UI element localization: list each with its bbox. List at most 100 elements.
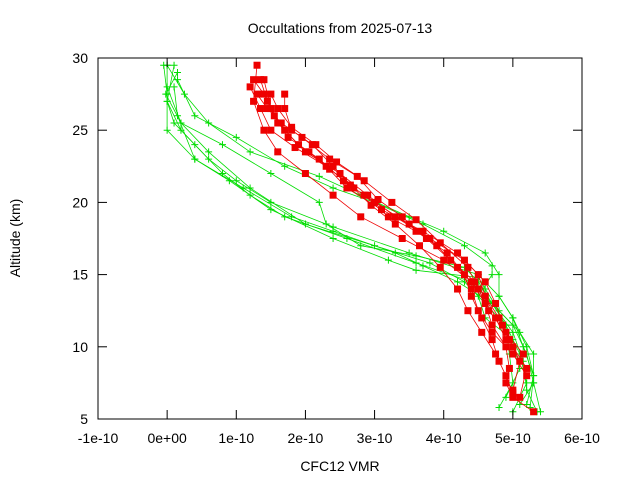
- data-point: [505, 364, 513, 372]
- data-point: [412, 216, 420, 224]
- series-line: [263, 79, 528, 398]
- data-point: [225, 177, 233, 185]
- series-line: [165, 72, 528, 412]
- plot-frame: [97, 57, 583, 420]
- y-axis-label: Altitude (km): [7, 199, 23, 278]
- data-point: [246, 148, 254, 156]
- data-point: [360, 191, 368, 199]
- data-point: [163, 83, 171, 91]
- data-point: [298, 133, 306, 141]
- data-point: [284, 133, 292, 141]
- data-point: [509, 393, 517, 401]
- data-point: [339, 177, 347, 185]
- data-point: [478, 314, 486, 322]
- data-point: [384, 213, 392, 221]
- x-tick-label: 5e-10: [495, 430, 531, 446]
- data-point: [516, 357, 524, 365]
- data-point: [170, 119, 178, 127]
- data-point: [447, 256, 455, 264]
- data-point: [467, 285, 475, 293]
- data-point: [454, 263, 462, 271]
- series-green: [162, 68, 531, 416]
- data-point: [301, 170, 309, 178]
- data-point: [523, 379, 531, 387]
- data-point: [274, 105, 282, 113]
- data-point: [353, 172, 361, 180]
- data-point: [305, 148, 313, 156]
- x-tick-label: 6e-10: [564, 430, 600, 446]
- data-point: [502, 379, 510, 387]
- data-point: [495, 271, 503, 279]
- data-point: [277, 119, 285, 127]
- data-point: [502, 336, 510, 344]
- data-point: [523, 364, 531, 372]
- data-point: [267, 170, 275, 178]
- data-point: [180, 90, 188, 98]
- data-point: [322, 220, 330, 228]
- data-point: [492, 314, 500, 322]
- data-point: [191, 112, 199, 120]
- series-red: [281, 90, 531, 380]
- data-point: [288, 123, 296, 131]
- data-point: [267, 206, 275, 214]
- x-tick-label: 2e-10: [288, 430, 324, 446]
- data-point: [460, 242, 468, 250]
- data-point: [454, 278, 462, 286]
- data-point: [454, 285, 462, 293]
- data-point: [267, 90, 275, 98]
- data-point: [471, 278, 479, 286]
- data-point: [530, 350, 538, 358]
- data-point: [246, 83, 254, 91]
- data-point: [315, 198, 323, 206]
- data-point: [481, 249, 489, 257]
- data-point: [260, 126, 268, 134]
- series-green: [163, 61, 538, 409]
- data-point: [357, 242, 365, 250]
- chart-title: Occultations from 2025-07-13: [248, 20, 433, 36]
- y-tick-label: 30: [72, 50, 88, 66]
- data-point: [391, 220, 399, 228]
- data-point: [174, 112, 182, 120]
- data-point: [481, 278, 489, 286]
- data-point: [329, 227, 337, 235]
- data-point: [170, 83, 178, 91]
- data-point: [163, 126, 171, 134]
- data-point: [374, 196, 382, 204]
- data-point: [436, 263, 444, 271]
- data-point: [315, 155, 323, 163]
- data-point: [509, 389, 517, 397]
- data-point: [422, 235, 430, 242]
- data-point: [460, 271, 468, 279]
- data-point: [509, 314, 517, 322]
- data-point: [315, 172, 323, 180]
- data-point: [440, 256, 448, 264]
- y-tick-label: 10: [72, 339, 88, 355]
- data-point: [467, 292, 475, 300]
- data-point: [377, 206, 385, 214]
- data-point: [523, 343, 531, 351]
- data-point: [495, 403, 503, 411]
- data-point: [218, 141, 226, 149]
- data-point: [502, 372, 510, 380]
- data-point: [360, 177, 368, 185]
- x-tick-label: 0e+00: [147, 430, 187, 446]
- data-point: [481, 292, 489, 300]
- series-line: [270, 93, 524, 355]
- data-point: [492, 299, 500, 307]
- data-point: [253, 90, 261, 98]
- data-point: [502, 328, 510, 336]
- data-point: [419, 262, 427, 270]
- data-point: [191, 155, 199, 163]
- series-line: [166, 86, 514, 408]
- data-point: [485, 307, 493, 315]
- data-point: [519, 350, 527, 358]
- data-point: [246, 184, 254, 192]
- y-tick-label: 15: [72, 267, 88, 283]
- data-point: [474, 271, 482, 279]
- data-point: [205, 119, 213, 127]
- y-tick-label: 20: [72, 194, 88, 210]
- x-tick-label: 3e-10: [357, 430, 393, 446]
- data-point: [530, 372, 538, 380]
- data-point: [274, 148, 282, 156]
